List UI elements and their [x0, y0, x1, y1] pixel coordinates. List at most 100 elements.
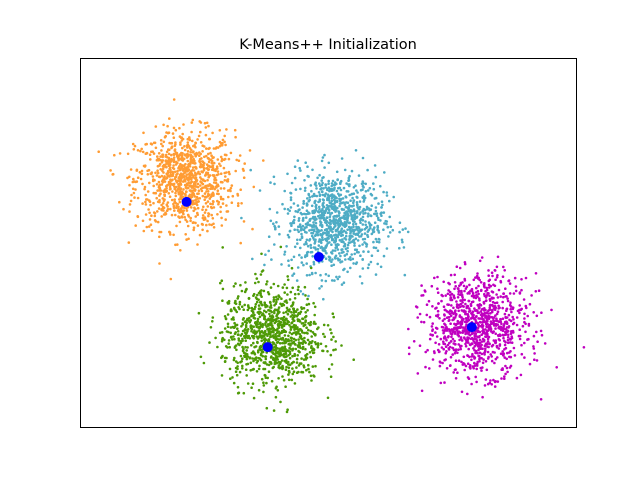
- cluster-0-point: [194, 141, 197, 145]
- cluster-3-point: [407, 352, 411, 356]
- cluster-0-point: [166, 201, 170, 204]
- cluster-1-point: [352, 262, 355, 265]
- cluster-0-point: [158, 162, 162, 166]
- cluster-0-point: [223, 179, 227, 182]
- cluster-1-point: [336, 248, 340, 251]
- cluster-1-point: [332, 263, 336, 267]
- cluster-0-point: [118, 200, 121, 204]
- cluster-0-point: [210, 213, 213, 217]
- cluster-2-point: [263, 333, 267, 336]
- cluster-0-point: [183, 180, 187, 183]
- cluster-0-point: [219, 155, 223, 159]
- cluster-2-point: [280, 359, 284, 362]
- cluster-0-point: [172, 164, 175, 167]
- cluster-1-point: [337, 192, 340, 196]
- cluster-2-point: [262, 381, 265, 385]
- cluster-1-point: [328, 241, 331, 244]
- cluster-3-point: [524, 276, 528, 280]
- cluster-1-point: [398, 221, 402, 224]
- cluster-2-point: [271, 316, 274, 320]
- cluster-1-point: [353, 244, 356, 247]
- cluster-1-point: [296, 242, 299, 245]
- cluster-0-point: [204, 202, 208, 205]
- cluster-2-point: [295, 371, 299, 375]
- cluster-0-point: [205, 147, 208, 150]
- cluster-0-point: [186, 153, 190, 157]
- cluster-1-point: [361, 267, 365, 270]
- cluster-3-point: [534, 272, 538, 275]
- cluster-2-point: [226, 322, 230, 326]
- cluster-3-point: [502, 292, 505, 296]
- cluster-3-point: [508, 341, 512, 344]
- cluster-0-point: [197, 189, 201, 192]
- cluster-1-point: [338, 275, 341, 279]
- cluster-3-point: [464, 364, 468, 368]
- cluster-0-point: [199, 187, 203, 191]
- cluster-0-point: [212, 147, 216, 150]
- cluster-3-point: [498, 306, 501, 310]
- cluster-2-point: [227, 342, 230, 345]
- cluster-2-point: [282, 378, 286, 382]
- cluster-2-point: [221, 287, 225, 291]
- cluster-0-point: [233, 128, 237, 132]
- cluster-2-point: [314, 364, 317, 368]
- cluster-3-point: [502, 295, 505, 299]
- cluster-2-point: [282, 324, 286, 328]
- cluster-0-point: [109, 169, 112, 172]
- cluster-3-point: [504, 346, 508, 350]
- cluster-2-point: [297, 341, 301, 344]
- cluster-3-point: [451, 318, 454, 322]
- cluster-0-point: [172, 156, 176, 159]
- cluster-1-point: [324, 273, 328, 276]
- cluster-1-point: [318, 173, 321, 177]
- cluster-0-point: [132, 148, 136, 151]
- cluster-3-point: [452, 306, 455, 310]
- cluster-0-point: [178, 208, 181, 212]
- cluster-3-point: [438, 360, 442, 364]
- cluster-2-point: [227, 302, 231, 305]
- cluster-0-point: [154, 191, 158, 195]
- cluster-2-point: [257, 310, 261, 314]
- cluster-2-point: [300, 337, 304, 341]
- cluster-1-point: [349, 229, 352, 233]
- cluster-0-point: [174, 213, 177, 217]
- cluster-2-point: [310, 341, 313, 345]
- cluster-1-point: [305, 209, 309, 212]
- cluster-2-point: [242, 308, 245, 312]
- cluster-3-point: [448, 290, 452, 294]
- cluster-1-point: [312, 260, 316, 264]
- cluster-3-point: [508, 292, 512, 295]
- cluster-0-point: [148, 199, 151, 202]
- cluster-2-point: [304, 314, 308, 318]
- cluster-1-point: [338, 238, 342, 242]
- cluster-2-point: [288, 346, 291, 350]
- cluster-2-point: [281, 341, 284, 345]
- cluster-1-point: [356, 232, 360, 235]
- cluster-2-point: [309, 374, 313, 378]
- cluster-1-point: [349, 266, 352, 270]
- cluster-3-point: [502, 327, 506, 331]
- cluster-2-point: [233, 321, 236, 325]
- cluster-0-point: [143, 187, 146, 191]
- cluster-2-point: [269, 335, 272, 339]
- cluster-3-point: [463, 363, 466, 366]
- cluster-0-point: [194, 166, 198, 169]
- cluster-3-point: [473, 364, 477, 368]
- cluster-1-point: [324, 279, 328, 283]
- cluster-2-point: [250, 314, 254, 317]
- cluster-1-point: [355, 203, 359, 206]
- cluster-1-point: [366, 235, 370, 238]
- cluster-1-point: [349, 258, 352, 262]
- cluster-3-point: [508, 355, 511, 359]
- cluster-1-point: [385, 191, 389, 194]
- cluster-3-point: [475, 380, 478, 384]
- cluster-2-point: [269, 301, 272, 305]
- cluster-3-point: [448, 341, 451, 345]
- cluster-1-point: [386, 225, 390, 229]
- cluster-0-point: [198, 157, 202, 161]
- cluster-0-point: [136, 149, 140, 152]
- cluster-2-point: [253, 281, 257, 285]
- cluster-0-point: [220, 216, 223, 220]
- cluster-1-point: [353, 210, 356, 213]
- cluster-2-point: [284, 317, 288, 321]
